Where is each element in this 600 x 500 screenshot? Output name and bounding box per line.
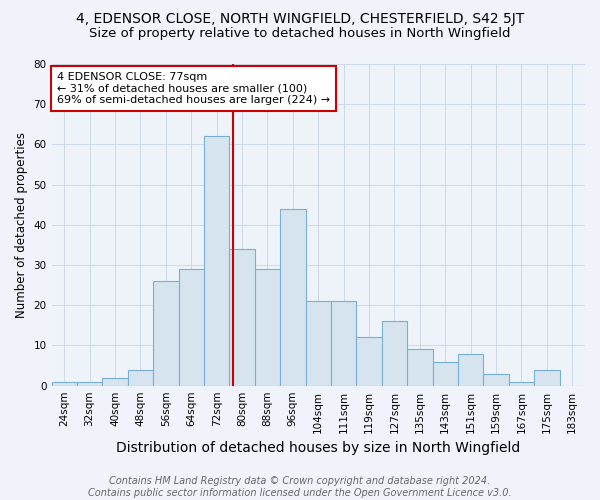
X-axis label: Distribution of detached houses by size in North Wingfield: Distribution of detached houses by size … xyxy=(116,441,520,455)
Bar xyxy=(52,382,77,386)
Bar xyxy=(484,374,509,386)
Bar xyxy=(331,301,356,386)
Text: 4 EDENSOR CLOSE: 77sqm
← 31% of detached houses are smaller (100)
69% of semi-de: 4 EDENSOR CLOSE: 77sqm ← 31% of detached… xyxy=(57,72,330,105)
Text: 4, EDENSOR CLOSE, NORTH WINGFIELD, CHESTERFIELD, S42 5JT: 4, EDENSOR CLOSE, NORTH WINGFIELD, CHEST… xyxy=(76,12,524,26)
Bar xyxy=(204,136,229,386)
Bar xyxy=(128,370,153,386)
Bar xyxy=(382,322,407,386)
Bar xyxy=(229,249,255,386)
Bar xyxy=(153,281,179,386)
Bar xyxy=(280,209,305,386)
Y-axis label: Number of detached properties: Number of detached properties xyxy=(15,132,28,318)
Bar xyxy=(255,269,280,386)
Bar xyxy=(534,370,560,386)
Text: Size of property relative to detached houses in North Wingfield: Size of property relative to detached ho… xyxy=(89,28,511,40)
Bar xyxy=(433,362,458,386)
Bar xyxy=(407,350,433,386)
Bar xyxy=(509,382,534,386)
Bar xyxy=(179,269,204,386)
Bar xyxy=(458,354,484,386)
Bar xyxy=(103,378,128,386)
Bar xyxy=(77,382,103,386)
Bar xyxy=(356,338,382,386)
Bar xyxy=(305,301,331,386)
Text: Contains HM Land Registry data © Crown copyright and database right 2024.
Contai: Contains HM Land Registry data © Crown c… xyxy=(88,476,512,498)
